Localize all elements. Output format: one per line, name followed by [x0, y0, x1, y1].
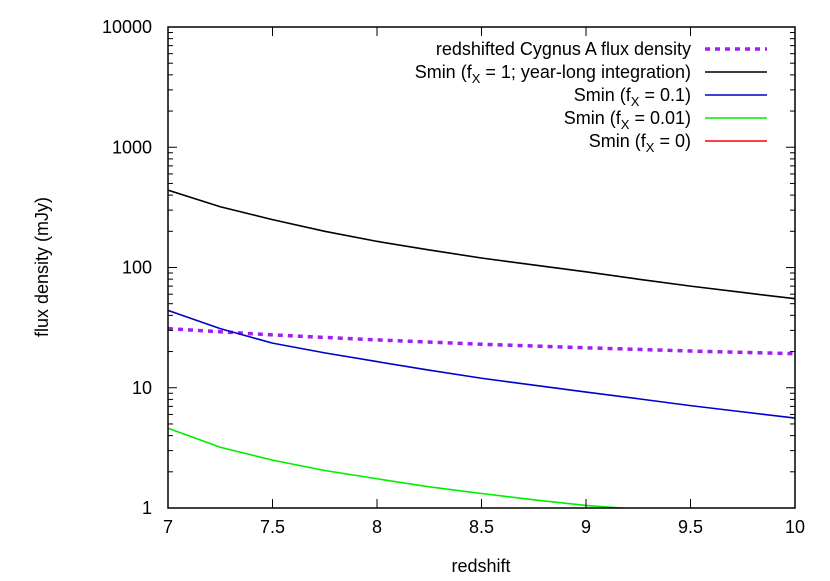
y-tick-label: 100	[122, 258, 152, 278]
x-tick-label: 9	[581, 517, 591, 537]
series-line-3	[168, 427, 628, 508]
x-tick-label: 8.5	[469, 517, 494, 537]
legend-subscript: X	[646, 140, 655, 155]
legend-subscript: X	[472, 71, 481, 86]
x-axis-label: redshift	[451, 556, 510, 576]
series-line-1	[168, 189, 795, 300]
y-tick-label: 1	[142, 498, 152, 518]
x-tick-label: 7	[163, 517, 173, 537]
legend-text: Smin (f	[564, 108, 622, 128]
x-tick-label: 10	[785, 517, 805, 537]
x-tick-label: 7.5	[260, 517, 285, 537]
series-line-2	[168, 309, 795, 419]
y-tick-label: 10	[132, 378, 152, 398]
legend-text: = 0.1)	[639, 85, 691, 105]
y-axis-label: flux density (mJy)	[32, 197, 52, 337]
legend-subscript: X	[631, 94, 640, 109]
plot-frame	[167, 26, 796, 509]
legend-text: Smin (f	[574, 85, 632, 105]
legend-label-3: Smin (fX = 0.01)	[564, 108, 691, 132]
legend-text: Smin (f	[415, 62, 473, 82]
legend-label-4: Smin (fX = 0)	[589, 131, 691, 155]
legend-label-1: Smin (fX = 1; year-long integration)	[415, 62, 691, 86]
axes: 7 7.5 8 8.5 9 9.5 10 1 10 100 1000 10000	[102, 17, 805, 537]
x-tick-label: 9.5	[678, 517, 703, 537]
y-tick-label: 10000	[102, 17, 152, 37]
x-tick-label: 8	[372, 517, 382, 537]
plot-lines	[168, 189, 795, 508]
y-tick-label: 1000	[112, 137, 152, 157]
legend-text: = 0)	[654, 131, 691, 151]
legend-text: redshifted Cygnus A flux density	[436, 39, 691, 59]
legend-text: = 0.01)	[629, 108, 691, 128]
legend-text: Smin (f	[589, 131, 647, 151]
legend-label-0: redshifted Cygnus A flux density	[436, 39, 691, 59]
legend-subscript: X	[621, 117, 630, 132]
legend-text: = 1; year-long integration)	[480, 62, 691, 82]
series-line-0	[168, 326, 795, 356]
legend-label-2: Smin (fX = 0.1)	[574, 85, 691, 109]
